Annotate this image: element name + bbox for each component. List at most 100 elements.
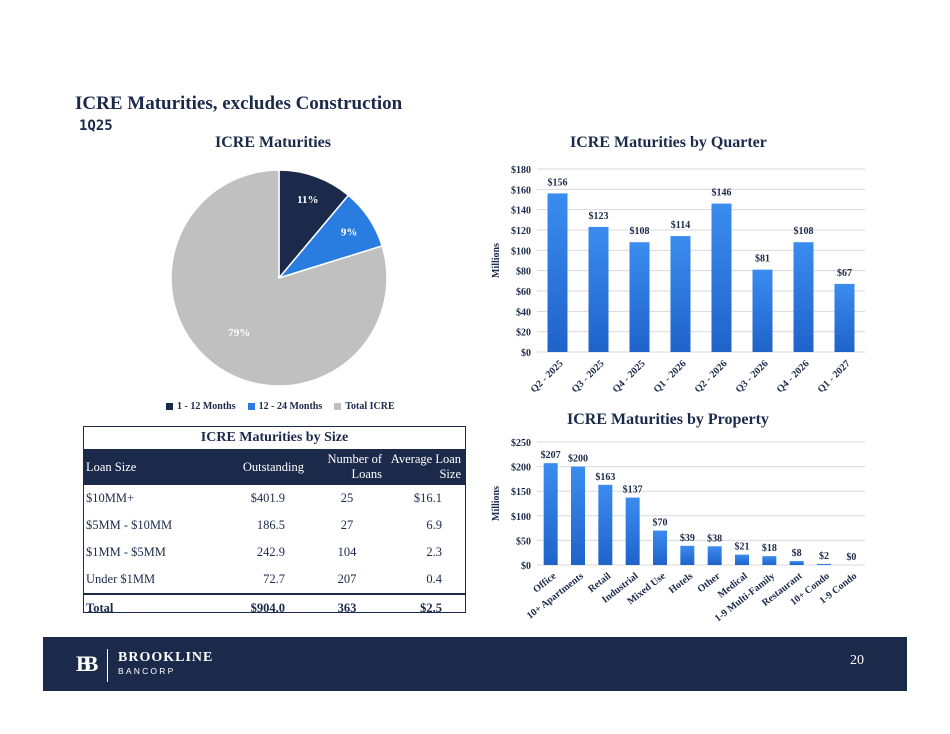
page-number: 20 <box>850 653 864 668</box>
bar-data-label: $38 <box>707 533 722 544</box>
legend-label: 1 - 12 Months <box>177 401 236 412</box>
y-tick-label: $250 <box>511 438 531 449</box>
cell-average-loan-size: 0.4 <box>426 572 442 586</box>
y-tick-label: $20 <box>516 328 531 339</box>
bar <box>547 193 568 352</box>
legend-swatch <box>247 403 255 410</box>
col-header-number-of-loans: Number of Loans <box>327 452 383 481</box>
cell-average-loan-size: 6.9 <box>426 518 442 532</box>
y-tick-label: $0 <box>521 348 531 359</box>
bar-data-label: $156 <box>548 177 568 188</box>
col-header-average-loan-size: Average Loan Size <box>390 452 461 481</box>
y-tick-label: $50 <box>516 536 531 547</box>
bar-data-label: $114 <box>671 220 690 231</box>
size-table: ICRE Maturities by Size Loan Size Outsta… <box>83 426 466 621</box>
size-table-title: ICRE Maturities by Size <box>200 430 349 445</box>
x-tick-label: Q1 - 2027 <box>816 358 853 395</box>
property-bar-chart: $0$50$100$150$200$250Millions$207Office$… <box>491 438 865 624</box>
y-tick-label: $200 <box>511 463 531 474</box>
bar-data-label: $8 <box>792 548 802 559</box>
y-tick-label: $150 <box>511 487 531 498</box>
y-tick-label: $140 <box>511 206 531 217</box>
bar <box>588 226 609 352</box>
bar <box>752 269 773 352</box>
bar-data-label: $108 <box>630 226 650 237</box>
y-axis-label: Millions <box>491 243 502 278</box>
bar-data-label: $81 <box>755 254 770 265</box>
pie-data-label: 9% <box>341 226 358 238</box>
cell-loan-size: Under $1MM <box>86 572 156 586</box>
x-tick-label: Q4 - 2026 <box>775 358 812 395</box>
bar <box>762 556 777 565</box>
bar-data-label: $123 <box>589 211 609 222</box>
table-row: $5MM - $10MM 186.5 27 6.9 <box>84 512 465 539</box>
size-table-grid: Loan Size Outstanding Number of Loans Av… <box>84 449 465 621</box>
col-header-outstanding: Outstanding <box>242 459 304 474</box>
bar-data-label: $146 <box>712 188 732 199</box>
property-chart-title: ICRE Maturities by Property <box>567 411 769 428</box>
quarter-chart-title: ICRE Maturities by Quarter <box>570 134 767 151</box>
x-tick-label: Q3 - 2026 <box>734 358 771 395</box>
bar <box>670 236 691 352</box>
bar <box>834 283 855 352</box>
page-title: ICRE Maturities, excludes Construction <box>75 93 403 114</box>
logo-divider <box>107 649 108 682</box>
cell-total-outstanding: $904.0 <box>220 593 308 621</box>
y-tick-label: $0 <box>521 561 531 572</box>
bar <box>629 242 650 352</box>
bar <box>735 554 749 565</box>
quarter-bar-chart: $0 $20 $40 $60 $80 $100 $120 $140 $160 $180 Millio… <box>491 165 865 395</box>
x-tick-label: Q2 - 2025 <box>529 358 566 395</box>
bar <box>571 466 585 565</box>
y-tick-label: $80 <box>516 267 531 278</box>
bar <box>598 484 613 565</box>
bar-data-label: $39 <box>680 533 695 544</box>
bar-data-label: $18 <box>762 543 777 554</box>
bar-data-label: $21 <box>735 542 750 553</box>
cell-outstanding: $401.9 <box>250 491 285 505</box>
cell-loan-size: $10MM+ <box>86 491 135 505</box>
bar <box>817 564 831 565</box>
bar-data-label: $0 <box>846 552 856 563</box>
page-subtitle: 1Q25 <box>79 118 113 134</box>
y-tick-label: $120 <box>511 226 531 237</box>
x-tick-label: Q2 - 2026 <box>693 358 730 395</box>
cell-loan-size: $5MM - $10MM <box>86 518 173 532</box>
y-tick-label: $180 <box>511 165 531 176</box>
bar <box>625 497 640 565</box>
brand-subname: BANCORP <box>118 666 176 676</box>
cell-outstanding: 186.5 <box>256 518 285 532</box>
bar <box>680 545 695 565</box>
cell-average-loan-size: $16.1 <box>413 491 442 505</box>
bar-data-label: $200 <box>568 454 588 465</box>
bar-data-label: $163 <box>595 472 615 483</box>
legend-swatch <box>334 403 342 410</box>
cell-number-of-loans: 104 <box>337 545 357 559</box>
col-header-loan-size: Loan Size <box>86 459 137 474</box>
y-tick-label: $100 <box>511 512 531 523</box>
bar <box>707 546 722 565</box>
cell-number-of-loans: 207 <box>337 572 357 586</box>
pie-chart-title: ICRE Maturities <box>215 134 331 151</box>
y-axis-label: Millions <box>491 486 502 521</box>
y-tick-label: $100 <box>511 246 531 257</box>
table-row: $1MM - $5MM 242.9 104 2.3 <box>84 539 465 566</box>
x-tick-label: Q4 - 2025 <box>611 358 648 395</box>
cell-number-of-loans: 25 <box>340 491 354 505</box>
legend-label: Total ICRE <box>345 401 395 412</box>
pie-data-label: 79% <box>228 327 250 339</box>
table-row: Under $1MM 72.7 207 0.4 <box>84 566 465 594</box>
y-tick-label: $60 <box>516 287 531 298</box>
brand-name: BROOKLINE <box>118 650 214 665</box>
table-row: $10MM+ $401.9 25 $16.1 <box>84 485 465 512</box>
cell-total-average-loan-size: $2.5 <box>386 593 465 621</box>
bar-data-label: $67 <box>837 268 852 279</box>
x-tick-label: Q3 - 2025 <box>570 358 607 395</box>
x-tick-label: Q1 - 2026 <box>652 358 689 395</box>
cell-total-label: Total <box>84 593 220 621</box>
legend-swatch <box>166 403 173 410</box>
pie-slice <box>170 169 388 387</box>
bar-data-label: $137 <box>623 485 643 496</box>
bar <box>653 530 667 565</box>
legend-label: 12 - 24 Months <box>258 401 323 412</box>
